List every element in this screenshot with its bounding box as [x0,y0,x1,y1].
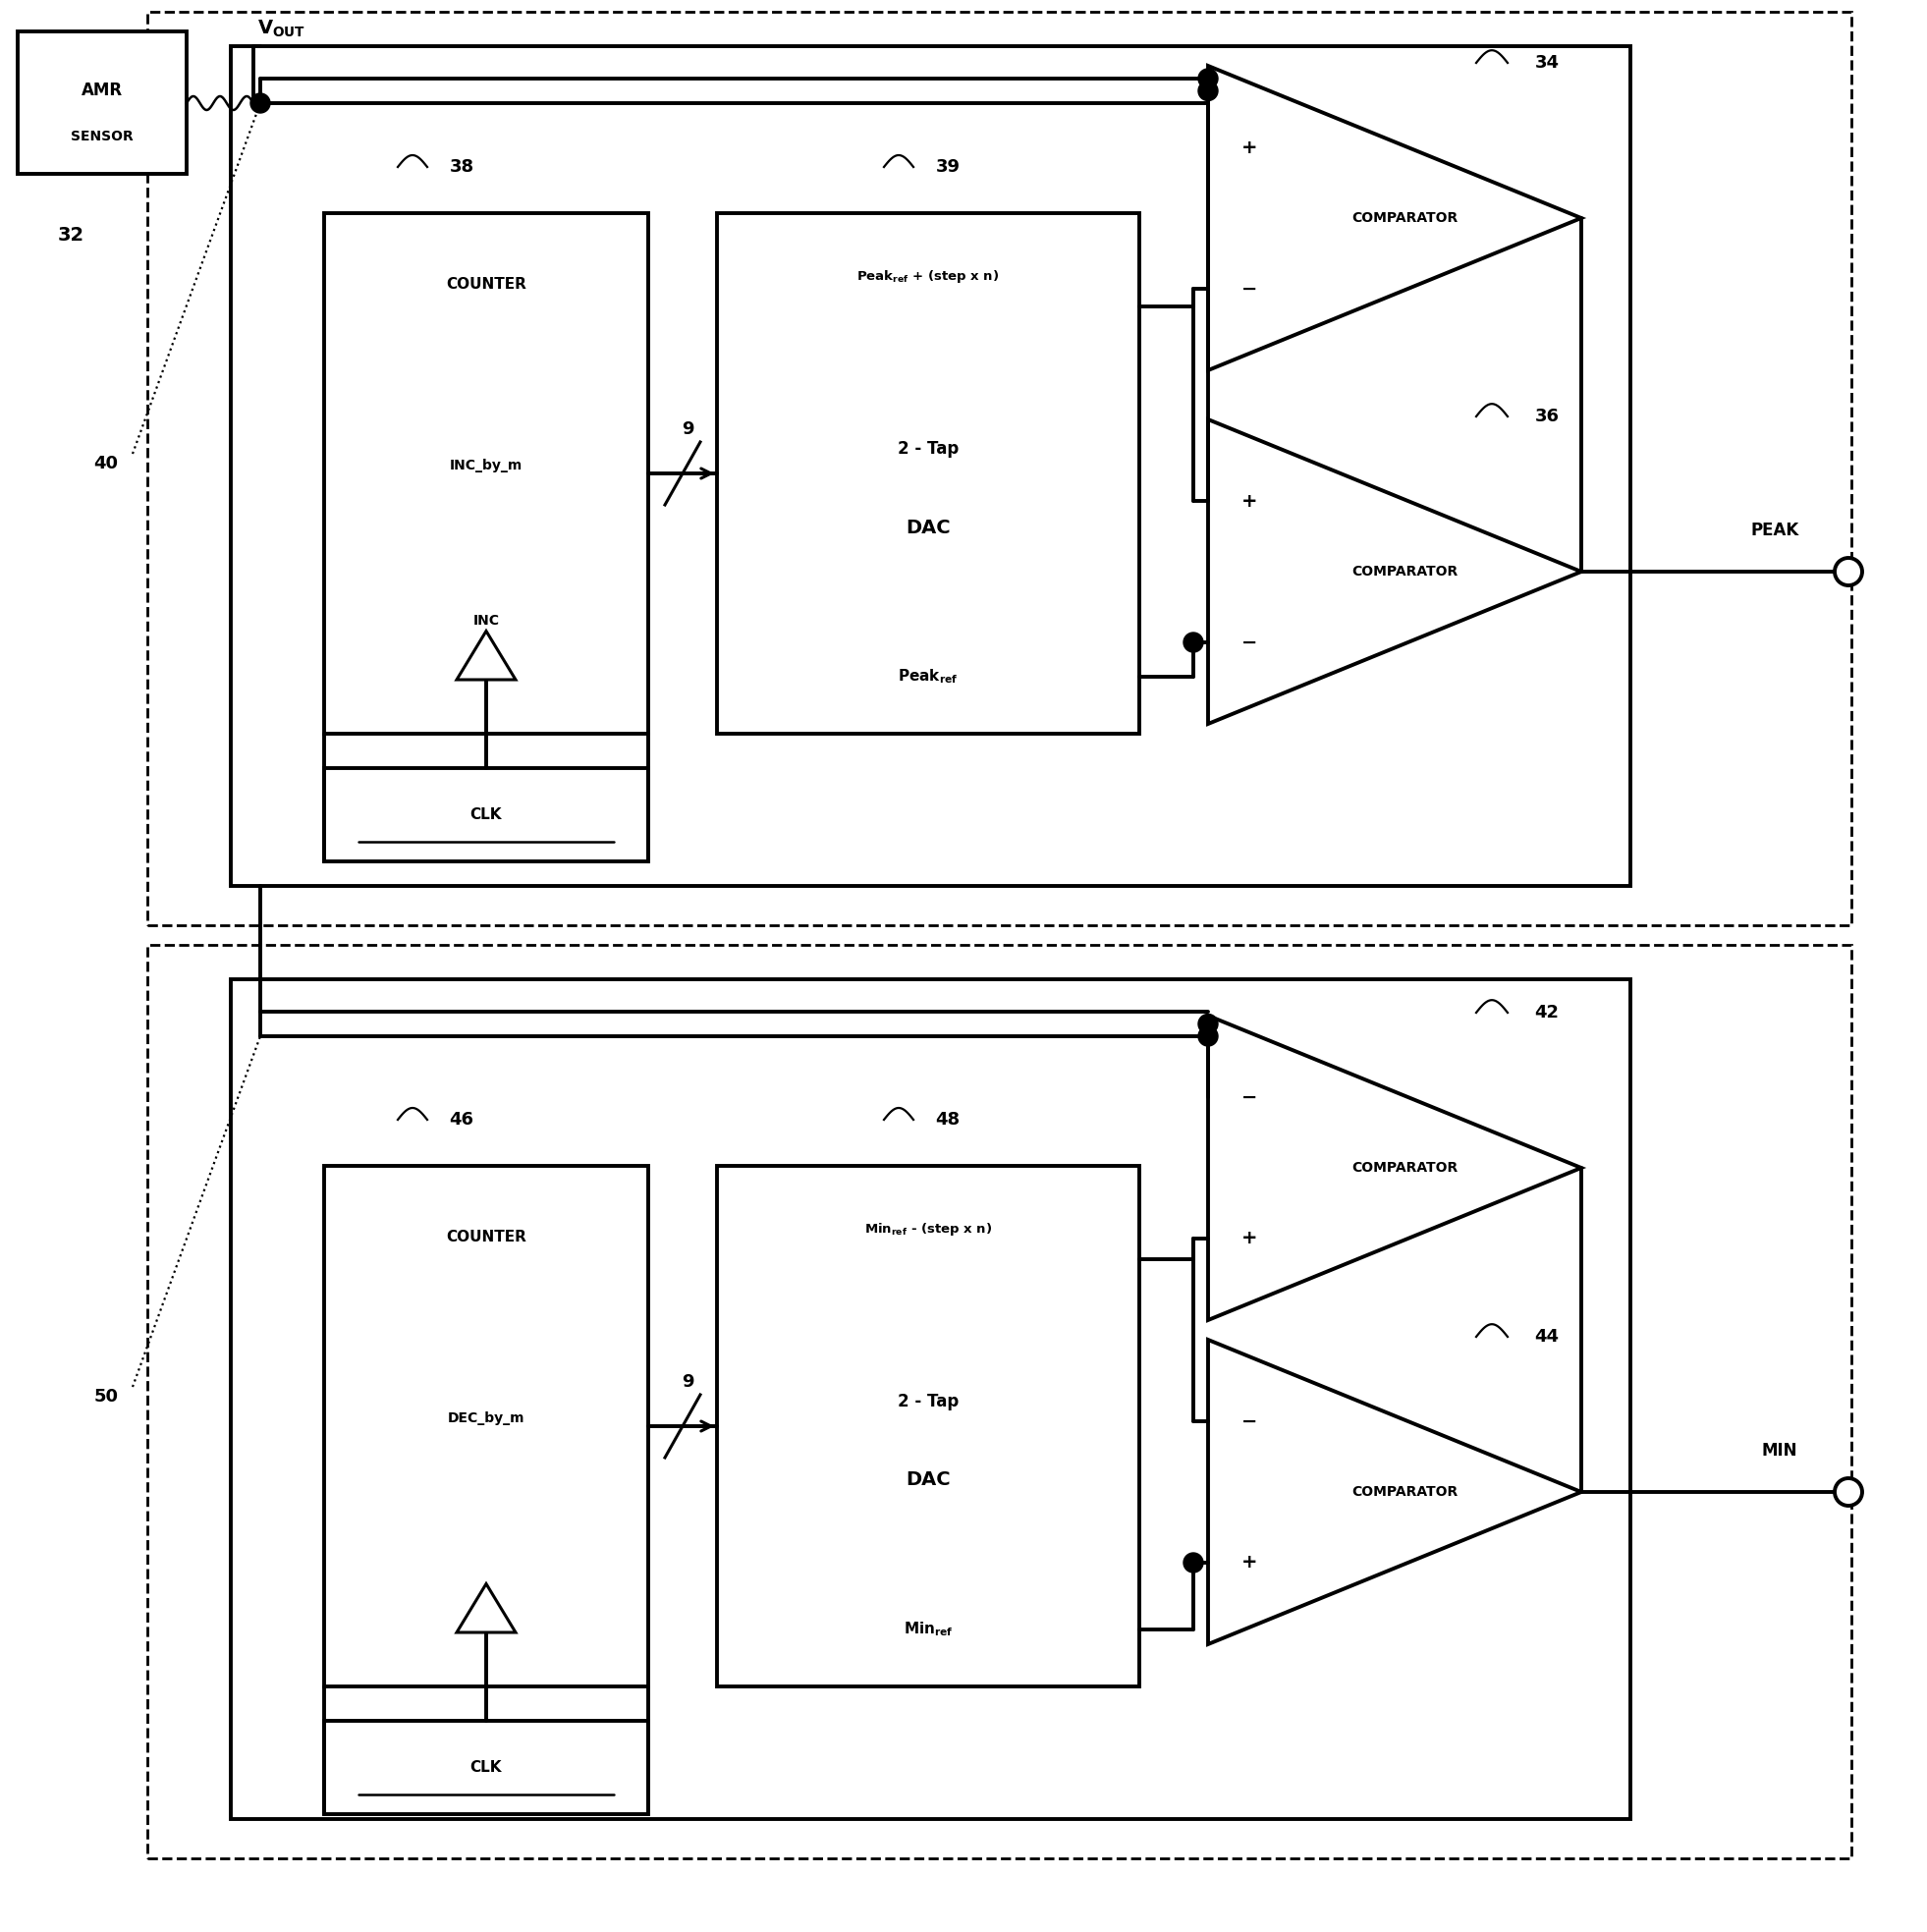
Bar [324,1721,647,1814]
Text: 2 - Tap: 2 - Tap [898,440,960,458]
Bar [324,213,647,734]
Bar [146,945,1852,1859]
Bar [324,1165,647,1687]
Circle shape [1183,632,1202,653]
Text: COMPARATOR: COMPARATOR [1351,564,1457,578]
Polygon shape [457,632,516,680]
Bar [17,31,187,174]
Bar [231,980,1630,1820]
Text: Peak$_{\bf ref}$: Peak$_{\bf ref}$ [898,668,958,686]
Text: INC: INC [472,614,499,628]
Text: DEC_by_m: DEC_by_m [447,1412,524,1426]
Circle shape [1835,558,1861,585]
Text: Peak$_{\bf ref}$ + (step x n): Peak$_{\bf ref}$ + (step x n) [858,269,1000,286]
Text: 9: 9 [682,421,694,439]
Text: COMPARATOR: COMPARATOR [1351,1486,1457,1499]
Text: 40: 40 [94,454,118,473]
Text: PEAK: PEAK [1750,522,1800,539]
Text: +: + [1241,491,1258,510]
Text: +: + [1241,1553,1258,1573]
Text: 48: 48 [935,1111,960,1128]
Text: 38: 38 [449,158,474,176]
Text: $\mathbf{V_{OUT}}$: $\mathbf{V_{OUT}}$ [258,17,306,39]
Text: 2 - Tap: 2 - Tap [898,1393,960,1410]
Text: MIN: MIN [1761,1441,1798,1459]
Polygon shape [1208,66,1582,371]
Text: 46: 46 [449,1111,474,1128]
Text: 50: 50 [94,1387,118,1406]
Text: −: − [1241,1088,1256,1107]
Text: +: + [1241,1229,1258,1248]
Text: DAC: DAC [906,1470,950,1490]
Text: +: + [1241,137,1258,156]
Bar [717,1165,1139,1687]
Text: −: − [1241,634,1256,651]
Text: −: − [1241,1412,1256,1430]
Bar [324,769,647,862]
Text: DAC: DAC [906,518,950,537]
Bar [146,12,1852,925]
Text: 9: 9 [682,1374,694,1391]
Text: INC_by_m: INC_by_m [449,458,522,473]
Circle shape [251,93,270,112]
Circle shape [1199,81,1218,100]
Circle shape [1199,1026,1218,1045]
Circle shape [1199,70,1218,89]
Text: COUNTER: COUNTER [445,276,526,292]
Text: 42: 42 [1534,1005,1559,1022]
Polygon shape [457,1584,516,1633]
Text: −: − [1241,280,1256,298]
Text: COMPARATOR: COMPARATOR [1351,1161,1457,1175]
Text: 32: 32 [58,226,85,243]
Bar [231,46,1630,887]
Bar [717,213,1139,734]
Text: 39: 39 [935,158,960,176]
Text: SENSOR: SENSOR [71,129,133,143]
Text: 34: 34 [1534,54,1559,71]
Text: Min$_{\bf ref}$: Min$_{\bf ref}$ [904,1621,954,1638]
Polygon shape [1208,419,1582,724]
Text: COUNTER: COUNTER [445,1229,526,1244]
Circle shape [1183,1553,1202,1573]
Text: 36: 36 [1534,408,1559,425]
Circle shape [1835,1478,1861,1505]
Text: CLK: CLK [470,1760,503,1774]
Polygon shape [1208,1339,1582,1644]
Text: 44: 44 [1534,1327,1559,1345]
Text: COMPARATOR: COMPARATOR [1351,211,1457,224]
Circle shape [1199,1014,1218,1034]
Text: CLK: CLK [470,808,503,821]
Polygon shape [1208,1016,1582,1320]
Text: AMR: AMR [81,81,123,99]
Text: Min$_{\bf ref}$ - (step x n): Min$_{\bf ref}$ - (step x n) [863,1221,992,1238]
